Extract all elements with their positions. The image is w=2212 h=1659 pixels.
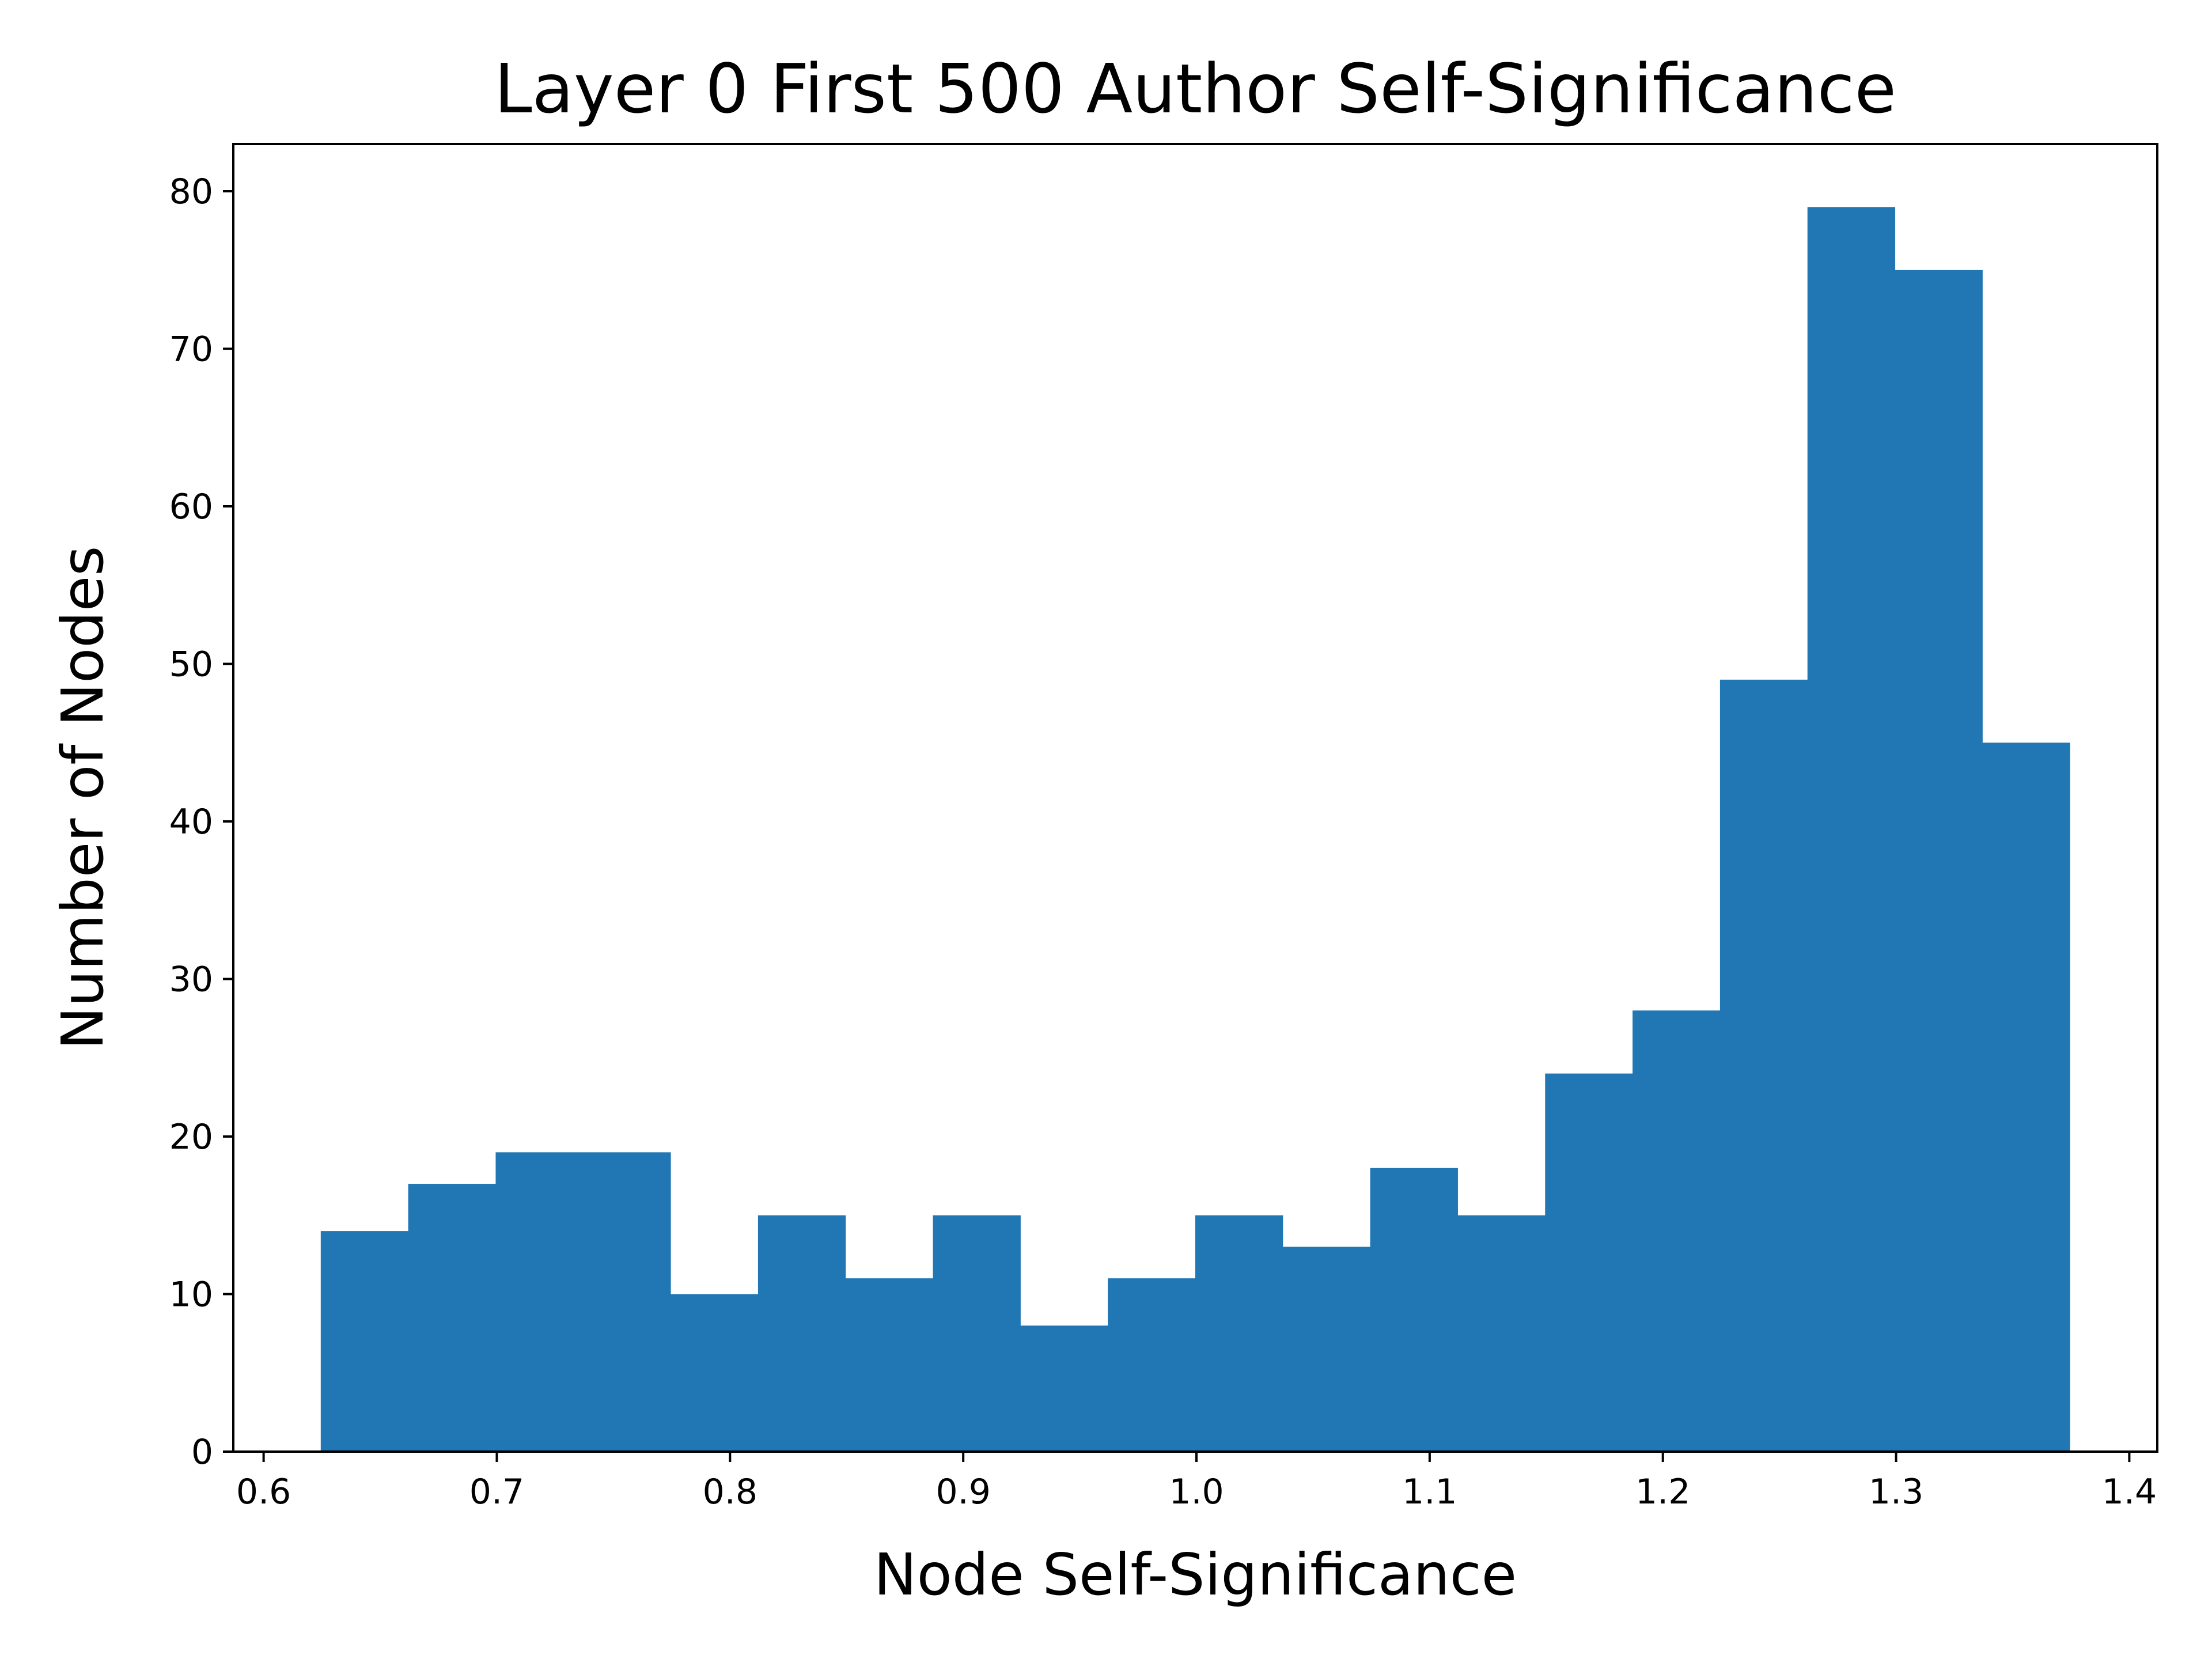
histogram-bar — [408, 1184, 496, 1452]
y-tick-label: 0 — [191, 1432, 213, 1472]
y-tick-label: 80 — [169, 172, 213, 212]
y-tick-label: 60 — [169, 487, 213, 527]
histogram-bar — [1545, 1073, 1633, 1452]
histogram-bar — [1457, 1215, 1546, 1452]
histogram-bar — [1719, 679, 1808, 1452]
histogram-bar — [1108, 1278, 1196, 1452]
x-tick-label: 0.6 — [236, 1472, 291, 1512]
y-tick-label: 10 — [169, 1275, 213, 1315]
histogram-bar — [1282, 1247, 1371, 1452]
x-tick-label: 0.9 — [935, 1472, 990, 1512]
histogram-bar — [495, 1152, 584, 1452]
x-tick-label: 1.3 — [1869, 1472, 1923, 1512]
histogram-bar — [1633, 1010, 1721, 1452]
histogram-bars — [320, 207, 2070, 1452]
x-tick-label: 1.1 — [1402, 1472, 1457, 1512]
y-tick-label: 40 — [169, 802, 213, 842]
histogram-bar — [583, 1152, 671, 1452]
x-axis-label: Node Self-Significance — [874, 1541, 1517, 1608]
y-tick-label: 20 — [169, 1117, 213, 1157]
chart-title: Layer 0 First 500 Author Self-Significan… — [494, 49, 1896, 128]
x-tick-label: 1.4 — [2102, 1472, 2157, 1512]
histogram-bar — [1370, 1168, 1458, 1452]
y-axis-label: Number of Nodes — [49, 546, 116, 1050]
histogram-bar — [671, 1294, 759, 1452]
x-axis-ticks: 0.6 0.7 0.8 0.9 1.0 1.1 1.2 1.3 1.4 — [236, 1452, 2157, 1512]
x-tick-label: 0.7 — [469, 1472, 524, 1512]
histogram-bar — [1807, 207, 1896, 1452]
y-axis-ticks: 0 10 20 30 40 50 60 70 80 — [169, 172, 233, 1472]
histogram-bar — [1195, 1215, 1283, 1452]
x-tick-label: 0.8 — [703, 1472, 757, 1512]
histogram-bar — [1895, 270, 1983, 1452]
histogram-bar — [933, 1215, 1021, 1452]
x-tick-label: 1.0 — [1169, 1472, 1224, 1512]
histogram-bar — [1020, 1325, 1108, 1452]
histogram-bar — [757, 1215, 846, 1452]
x-tick-label: 1.2 — [1635, 1472, 1690, 1512]
plot-frame — [232, 143, 2158, 1453]
y-tick-label: 30 — [169, 960, 213, 1000]
y-tick-label: 50 — [169, 645, 213, 685]
histogram-bar — [845, 1278, 934, 1452]
y-tick-label: 70 — [169, 329, 213, 370]
histogram-bar — [320, 1231, 409, 1452]
histogram-bar — [1982, 743, 2070, 1452]
